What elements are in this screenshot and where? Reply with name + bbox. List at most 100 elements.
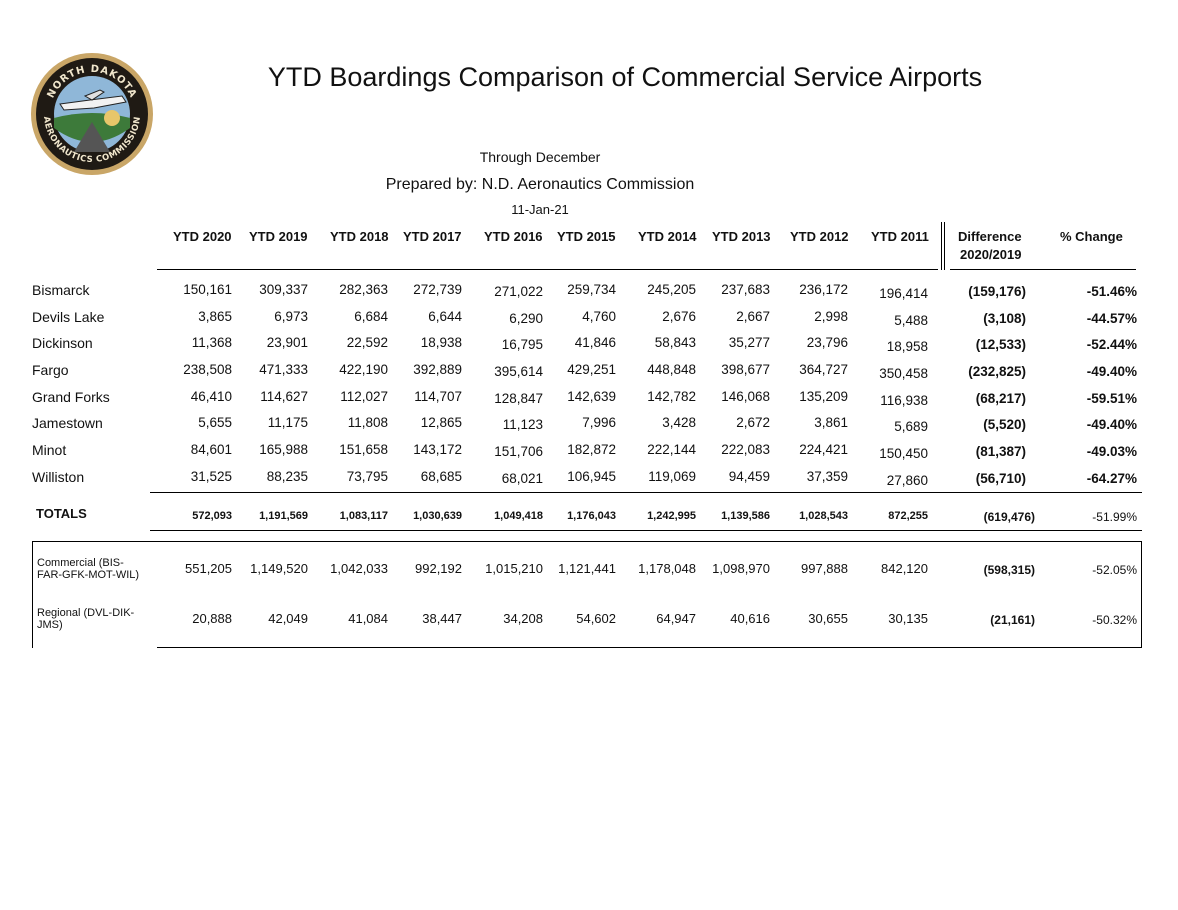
table-cell: 88,235 <box>266 469 308 484</box>
airport-name: Jamestown <box>32 415 103 431</box>
table-cell: 18,938 <box>420 335 462 350</box>
totals-cell: 1,049,418 <box>494 510 543 522</box>
airport-name: Fargo <box>32 362 69 378</box>
table-cell: 6,644 <box>428 309 462 324</box>
table-cell: 112,027 <box>340 389 388 404</box>
column-header-ytd-2013: YTD 2013 <box>712 229 771 244</box>
table-cell: 11,123 <box>502 417 543 432</box>
table-cell: 68,685 <box>420 469 462 484</box>
table-cell: 23,796 <box>806 335 848 350</box>
group-cell: 1,121,441 <box>558 561 616 576</box>
percent-change-cell: -49.03% <box>1086 444 1137 459</box>
header-rule <box>157 269 938 270</box>
table-cell: 2,672 <box>736 415 770 430</box>
table-cell: 238,508 <box>183 362 232 377</box>
table-cell: 5,488 <box>894 313 928 328</box>
totals-cell: 1,242,995 <box>647 510 696 522</box>
table-cell: 395,614 <box>494 364 543 379</box>
page-title: YTD Boardings Comparison of Commercial S… <box>267 62 983 92</box>
airport-name: Grand Forks <box>32 389 110 405</box>
difference-cell: (81,387) <box>975 444 1026 459</box>
table-cell: 2,998 <box>814 309 848 324</box>
table-cell: 84,601 <box>190 442 232 457</box>
table-cell: 142,639 <box>567 389 616 404</box>
difference-cell: (68,217) <box>975 391 1026 406</box>
table-cell: 5,689 <box>894 419 928 434</box>
table-cell: 236,172 <box>799 282 848 297</box>
percent-change-cell: -49.40% <box>1086 364 1137 379</box>
table-cell: 3,865 <box>198 309 232 324</box>
table-cell: 16,795 <box>501 337 543 352</box>
report-date: 11-Jan-21 <box>511 202 569 217</box>
table-cell: 18,958 <box>886 339 928 354</box>
header-rule-right <box>950 269 1136 270</box>
table-cell: 259,734 <box>567 282 616 297</box>
table-cell: 22,592 <box>346 335 388 350</box>
totals-difference: (619,476) <box>983 510 1035 524</box>
table-cell: 150,450 <box>879 446 928 461</box>
table-cell: 165,988 <box>259 442 308 457</box>
group-cell: 20,888 <box>192 611 232 626</box>
difference-cell: (159,176) <box>968 284 1026 299</box>
group-cell: 64,947 <box>656 611 696 626</box>
column-header-ytd-2018: YTD 2018 <box>330 229 389 244</box>
totals-cell: 1,191,569 <box>259 510 308 522</box>
totals-cell: 1,083,117 <box>339 510 388 522</box>
groups-bottom-rule <box>157 647 1142 648</box>
percent-change-cell: -44.57% <box>1086 311 1137 326</box>
totals-label: TOTALS <box>36 506 87 521</box>
header-divider-left <box>941 222 942 270</box>
totals-cell: 572,093 <box>192 510 232 522</box>
table-cell: 135,209 <box>799 389 848 404</box>
group-name-line2: FAR-GFK-MOT-WIL) <box>37 569 140 581</box>
totals-percent-change: -51.99% <box>1092 510 1137 524</box>
table-cell: 23,901 <box>266 335 308 350</box>
table-cell: 196,414 <box>879 286 928 301</box>
group-cell: 1,098,970 <box>712 561 770 576</box>
group-cell: 551,205 <box>185 561 232 576</box>
totals-cell: 1,030,639 <box>413 510 462 522</box>
table-cell: 31,525 <box>190 469 232 484</box>
difference-cell: (56,710) <box>975 471 1026 486</box>
totals-cell: 1,028,543 <box>799 510 848 522</box>
period-subtitle: Through December <box>479 149 601 165</box>
table-cell: 11,175 <box>267 415 308 430</box>
table-cell: 2,676 <box>662 309 696 324</box>
header-divider-right <box>944 222 945 270</box>
group-cell: 992,192 <box>415 561 462 576</box>
difference-header: Difference <box>958 229 1022 244</box>
group-percent-change: -52.05% <box>1092 563 1137 577</box>
group-cell: 38,447 <box>422 611 462 626</box>
table-cell: 3,861 <box>814 415 848 430</box>
difference-cell: (3,108) <box>983 311 1026 326</box>
table-cell: 46,410 <box>190 389 232 404</box>
table-cell: 146,068 <box>721 389 770 404</box>
group-cell: 40,616 <box>730 611 770 626</box>
group-cell: 1,042,033 <box>330 561 388 576</box>
group-cell: 41,084 <box>348 611 388 626</box>
table-cell: 12,865 <box>420 415 462 430</box>
difference-cell: (12,533) <box>975 337 1026 352</box>
group-difference: (598,315) <box>983 563 1035 577</box>
percent-change-cell: -51.46% <box>1086 284 1137 299</box>
column-header-ytd-2011: YTD 2011 <box>871 229 929 244</box>
prepared-by: Prepared by: N.D. Aeronautics Commission <box>385 176 695 193</box>
table-cell: 143,172 <box>413 442 462 457</box>
table-cell: 128,847 <box>494 391 543 406</box>
groups-right-border <box>1141 541 1142 648</box>
table-cell: 114,707 <box>414 389 462 404</box>
table-cell: 6,684 <box>354 309 388 324</box>
group-percent-change: -50.32% <box>1092 613 1137 627</box>
totals-cell: 1,139,586 <box>721 510 770 522</box>
table-cell: 429,251 <box>567 362 616 377</box>
table-cell: 150,161 <box>183 282 232 297</box>
percent-change-cell: -59.51% <box>1086 391 1137 406</box>
group-cell: 842,120 <box>881 561 928 576</box>
airport-name: Williston <box>32 469 85 485</box>
table-cell: 222,083 <box>721 442 770 457</box>
table-cell: 94,459 <box>728 469 770 484</box>
group-name-line1: Commercial (BIS- <box>37 557 124 569</box>
table-cell: 182,872 <box>567 442 616 457</box>
table-cell: 7,996 <box>582 415 616 430</box>
percent-change-cell: -49.40% <box>1086 417 1137 432</box>
